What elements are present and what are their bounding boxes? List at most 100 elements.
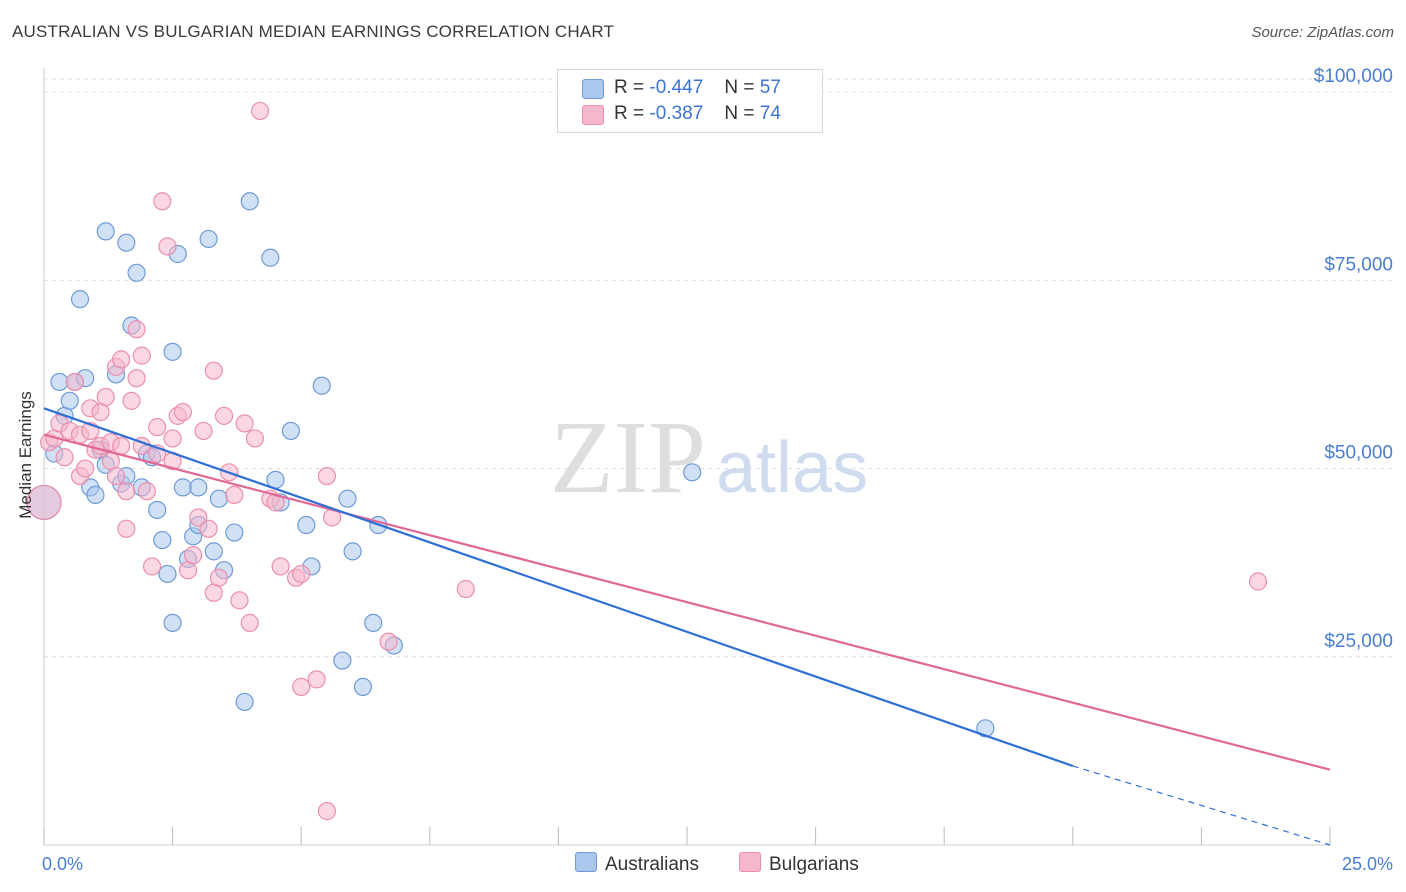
watermark: ZIP atlas [550,400,868,515]
australians-point [281,421,301,441]
bulgarians-point [127,369,146,388]
australians-point [235,692,254,712]
x-tick-label: 0.0% [42,854,83,874]
r-label: R = [614,103,645,124]
legend-bulgarians[interactable]: Bulgarians [739,852,859,876]
gridlines [44,78,1392,658]
watermark-zip: ZIP [550,400,706,515]
n-value: 57 [759,77,781,98]
x-tick-label: 25.0% [1342,854,1393,874]
trend-lines [43,407,1331,846]
australians-point [86,485,105,505]
chart-source: Source: ZipAtlas.com [1251,24,1394,41]
bulgarians-swatch [582,105,604,125]
r-value: -0.387 [649,103,704,124]
australians-point [158,564,177,584]
n-label: N = [724,77,755,98]
australians-point [683,463,702,482]
y-tick-label: $100,000 [1314,66,1393,87]
bulgarians-point [117,519,136,538]
bulgarians-point [96,387,115,407]
legend-australians[interactable]: Australians [575,852,699,876]
australians-point [240,192,259,211]
bulgarians-legend-swatch [739,852,761,872]
bulgarians-point [148,418,167,437]
australians-point [153,530,172,550]
bulgarians-point [271,557,290,576]
bulgarians-point [112,436,131,456]
australians-point [343,542,362,561]
bulgarians-point [292,564,311,584]
chart-title: AUSTRALIAN VS BULGARIAN MEDIAN EARNINGS … [12,22,615,41]
bulgarians-point [153,192,172,211]
bulgarians-point [184,546,203,565]
australians-point [70,290,90,309]
bulgarians-point [101,451,120,471]
y-tick-labels: $25,000 $50,000 $75,000 $100,000 [1314,66,1393,652]
bulgarians-point [132,346,151,365]
australians-point [163,342,182,361]
y-axis-label: Median Earnings [16,391,35,519]
bulgarians-point [214,406,234,425]
y-tick-label: $50,000 [1324,443,1393,464]
bulgarians-point [112,350,131,369]
australians-point [297,515,316,535]
australians-trend-extension [1072,765,1331,846]
australians-point [117,233,136,252]
bulgarians-point [158,237,177,256]
bulgarians-point [117,482,136,501]
australians-point [364,613,383,632]
y-tick-label: $75,000 [1324,254,1393,275]
r-value: -0.447 [649,77,704,98]
bulgarians-point [122,391,141,410]
bulgarians-point [230,591,249,610]
bulgarians-point [127,320,146,339]
legend-stats-australians: R = -0.447 N = 57 [614,77,781,99]
bulgarians-point [178,561,198,580]
australians-point [204,542,223,561]
australians-point [173,478,192,497]
r-label: R = [614,77,645,98]
australians-point [199,229,218,249]
australians-point [209,489,228,508]
bulgarians-point [292,677,311,696]
axes [43,68,1331,846]
bulgarians-point [209,568,228,587]
australians-point [60,391,79,410]
bulgarians-point [91,402,110,422]
legend-bulgarians-label: Bulgarians [769,854,859,875]
bulgarians-point [26,484,62,521]
bulgarians-point [204,583,223,602]
bulgarians-point [379,632,398,651]
australians-point [96,222,115,241]
bulgarians-point [199,519,218,538]
australians-point [333,651,352,670]
bulgarians-point [235,414,254,433]
legend-stats-bulgarians: R = -0.387 N = 74 [614,103,781,125]
australians-point [261,248,280,267]
bulgarians-point [245,429,265,448]
bulgarians-point [194,421,213,441]
australians-point [163,613,182,632]
australians-trend-line [43,407,1074,767]
bulgarians-point [225,485,244,505]
bulgarians-point [55,448,74,467]
australians-point [189,478,208,497]
legend-australians-label: Australians [605,854,699,875]
bulgarians-point [317,466,337,486]
australians-swatch [582,79,604,99]
australians-point [148,500,167,520]
bulgarians-point [76,459,95,478]
bulgarians-point [317,802,337,821]
bulgarians-point [307,670,326,689]
bulgarians-point [163,429,182,448]
australians-legend-swatch [575,852,597,872]
watermark-atlas: atlas [716,428,868,508]
bulgarians-trend-line [43,433,1331,771]
correlation-legend: R = -0.447 N = 57 R = -0.387 N = 74 [557,69,823,133]
bulgarians-point [1248,572,1268,591]
bulgarians-point [456,579,475,599]
bulgarians-point [173,402,192,422]
bulgarians-point [250,101,270,121]
